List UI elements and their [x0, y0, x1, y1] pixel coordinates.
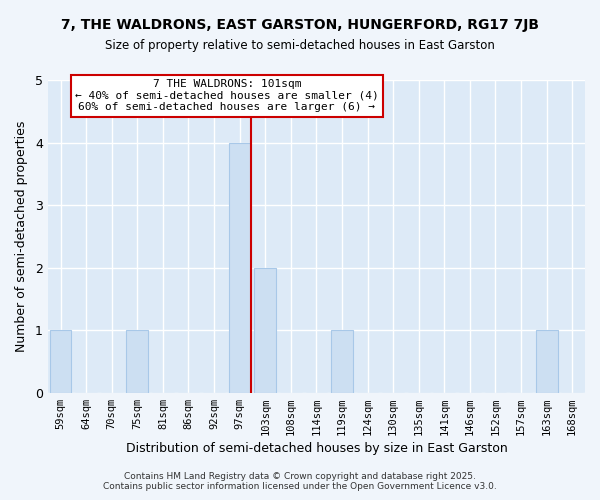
- Bar: [127, 330, 148, 392]
- Y-axis label: Number of semi-detached properties: Number of semi-detached properties: [15, 120, 28, 352]
- Bar: [50, 330, 71, 392]
- X-axis label: Distribution of semi-detached houses by size in East Garston: Distribution of semi-detached houses by …: [125, 442, 507, 455]
- Text: 7, THE WALDRONS, EAST GARSTON, HUNGERFORD, RG17 7JB: 7, THE WALDRONS, EAST GARSTON, HUNGERFOR…: [61, 18, 539, 32]
- Bar: [229, 142, 251, 392]
- Bar: [331, 330, 353, 392]
- Text: Size of property relative to semi-detached houses in East Garston: Size of property relative to semi-detach…: [105, 39, 495, 52]
- Text: 7 THE WALDRONS: 101sqm
← 40% of semi-detached houses are smaller (4)
60% of semi: 7 THE WALDRONS: 101sqm ← 40% of semi-det…: [75, 79, 379, 112]
- Text: Contains HM Land Registry data © Crown copyright and database right 2025.
Contai: Contains HM Land Registry data © Crown c…: [103, 472, 497, 491]
- Bar: [536, 330, 557, 392]
- Bar: [254, 268, 276, 392]
